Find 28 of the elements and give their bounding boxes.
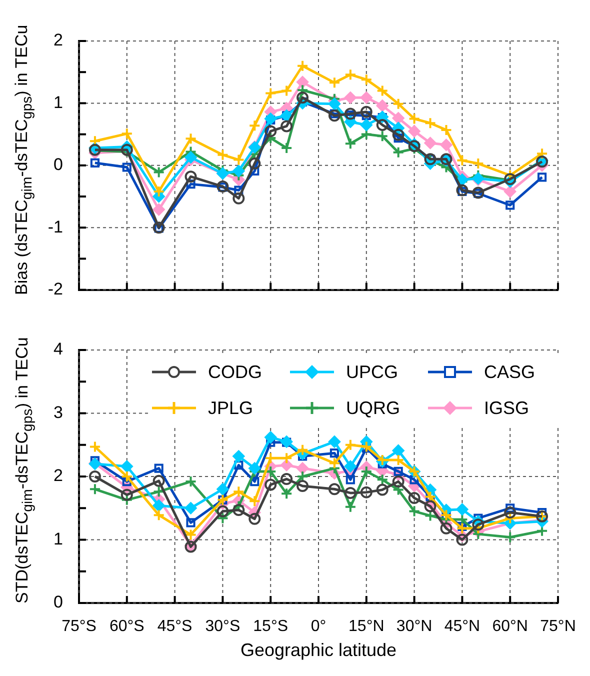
- x-tick-label: 75°S: [62, 618, 96, 636]
- y-tick-label: 1: [54, 529, 63, 548]
- x-tick-label: 45°S: [157, 618, 192, 636]
- x-tick-label: 60°S: [109, 618, 144, 636]
- x-tick-label: 15°N: [348, 618, 384, 636]
- x-tick-label: 60°N: [492, 618, 528, 636]
- legend-label: UPCG: [346, 362, 398, 382]
- x-tick-label: 30°N: [396, 618, 432, 636]
- x-tick-label: 30°S: [205, 618, 240, 636]
- y-tick-label: 0: [54, 155, 63, 174]
- y-tick-label: 4: [54, 340, 63, 359]
- x-tick-label: 75°N: [540, 618, 576, 636]
- y-tick-label: 1: [54, 92, 63, 112]
- x-tick-label: 0°: [310, 618, 326, 636]
- y-tick-label: -2: [48, 279, 63, 298]
- y-tick-label: 0: [54, 592, 63, 612]
- y-tick-label: 2: [54, 30, 63, 50]
- y-tick-label: -1: [48, 217, 63, 236]
- legend-label: JPLG: [208, 398, 254, 418]
- legend-label: CASG: [484, 362, 536, 382]
- y-tick-label: 2: [54, 466, 63, 486]
- legend-label: UQRG: [346, 398, 400, 418]
- x-tick-label: 45°N: [444, 618, 480, 636]
- x-tick-label: 15°S: [253, 618, 288, 636]
- x-axis-title: Geographic latitude: [240, 640, 397, 660]
- y-tick-label: 3: [54, 402, 63, 422]
- legend-label: IGSG: [484, 398, 530, 418]
- legend-label: CODG: [208, 362, 262, 382]
